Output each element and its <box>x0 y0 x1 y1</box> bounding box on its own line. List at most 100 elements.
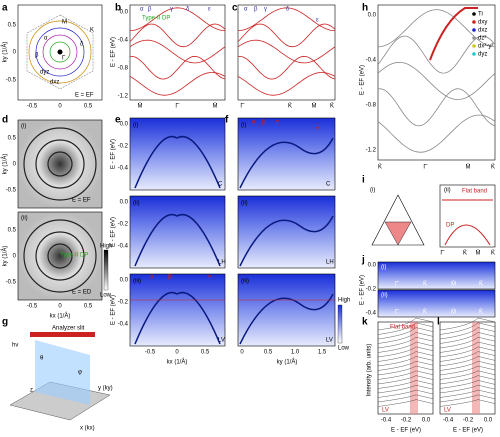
legend-label: Ti <box>478 12 483 18</box>
x-tick-label: Γ̄ <box>175 104 179 110</box>
label: Analyzer slit <box>52 326 85 332</box>
x-tick-label: K̄ <box>288 103 292 110</box>
axis-label: ky (1/Å) <box>2 154 9 175</box>
y-tick-label: 0.0 <box>368 263 377 269</box>
curve <box>377 61 496 100</box>
label: LV <box>218 338 225 344</box>
curve <box>377 332 434 344</box>
y-tick-label: -0.5 <box>6 78 17 84</box>
curve <box>439 351 496 362</box>
panel-letter: d <box>2 115 8 126</box>
label: β <box>254 7 258 13</box>
label: Low <box>338 346 350 352</box>
axis-label: E - EF (eV) <box>391 428 421 434</box>
y-tick-label: -0.2 <box>118 144 129 150</box>
panel-frame <box>377 261 496 290</box>
curve <box>239 215 334 267</box>
panel-letter: i <box>362 175 365 186</box>
label: K <box>90 28 94 34</box>
axis-label: ky (1/Å) <box>2 42 9 63</box>
curve <box>134 213 221 267</box>
x-tick-label: 0.0 <box>422 418 431 424</box>
curve <box>377 88 496 127</box>
hexagon <box>26 14 94 90</box>
axis-label: Intensity (arb. units) <box>367 344 373 397</box>
label: α <box>140 7 144 13</box>
panel-letter: l <box>437 317 440 328</box>
label: Γ̄ <box>395 282 399 288</box>
y-tick-label: -1.2 <box>366 148 377 154</box>
beam-plane <box>35 340 90 405</box>
label: γ <box>264 7 267 13</box>
label: E = EF <box>75 93 94 99</box>
curve <box>237 72 336 96</box>
curve <box>439 365 496 376</box>
label: LV <box>444 408 451 414</box>
fermi-contour <box>49 41 71 63</box>
curve <box>377 351 434 362</box>
curve <box>377 375 434 385</box>
x-tick-label: K̄ <box>330 103 334 110</box>
curve <box>439 394 496 403</box>
x-tick-label: 0 <box>58 104 62 110</box>
label: C <box>326 182 331 188</box>
y-tick-label: 0.5 <box>8 228 17 234</box>
curve <box>377 384 434 394</box>
curve <box>439 317 496 331</box>
curve <box>239 293 334 345</box>
x-tick-label: 0.5 <box>84 304 93 310</box>
legend-dot <box>472 28 476 32</box>
colorbar <box>337 304 343 344</box>
label: E = ED <box>72 290 92 296</box>
triangle-inner <box>384 221 412 246</box>
curve <box>377 370 434 380</box>
y-tick-label: 0.0 <box>120 278 129 284</box>
label: β <box>35 53 39 59</box>
curve <box>439 380 496 389</box>
colorbar <box>103 249 109 291</box>
legend-label: dxz <box>478 28 487 34</box>
label: δ <box>186 7 190 13</box>
label: M̄ <box>451 309 456 316</box>
label: K̄ <box>479 281 483 288</box>
curve <box>134 135 221 189</box>
y-tick-label: -0.2 <box>118 222 129 228</box>
fermi-contour <box>35 27 85 77</box>
curve <box>377 389 434 398</box>
label: (i) <box>370 188 375 194</box>
y-tick-label: -0.4 <box>118 38 129 44</box>
ring <box>47 243 73 269</box>
label: K̄ <box>423 281 427 288</box>
curve <box>130 55 226 80</box>
panel-frame <box>237 273 336 347</box>
label: (i) <box>381 265 386 271</box>
curve <box>238 55 336 80</box>
panel-frame <box>17 119 103 209</box>
panel-frame <box>17 211 103 301</box>
label: M <box>62 20 67 26</box>
panel-letter: j <box>361 255 365 266</box>
x-tick-label: -0.5 <box>145 350 156 356</box>
y-tick-label: -0.8 <box>118 66 129 72</box>
x-tick-label: M̄ <box>138 103 143 110</box>
panel-letter: h <box>362 3 368 14</box>
x-tick-label: -0.4 <box>381 418 392 424</box>
label: β <box>262 120 266 126</box>
x-tick-label: K̄ <box>491 250 495 257</box>
curve <box>439 389 496 398</box>
panel-letter: k <box>362 317 368 328</box>
curve <box>129 39 226 64</box>
y-tick-label: -0.4 <box>118 322 129 328</box>
axis-label: E - EF (eV) <box>111 295 117 325</box>
y-tick-label: -0.4 <box>118 166 129 172</box>
x-tick-label: Γ̄ <box>440 251 444 257</box>
y-tick-label: -1.2 <box>118 94 129 100</box>
ring <box>35 231 85 281</box>
label: LH <box>326 260 334 266</box>
x-tick-label: 1.5 <box>318 350 327 356</box>
curve <box>377 336 434 349</box>
curve <box>377 317 434 331</box>
axis-label: E - EF (eV) <box>111 37 117 67</box>
x-tick-label: M̄ <box>466 164 471 171</box>
